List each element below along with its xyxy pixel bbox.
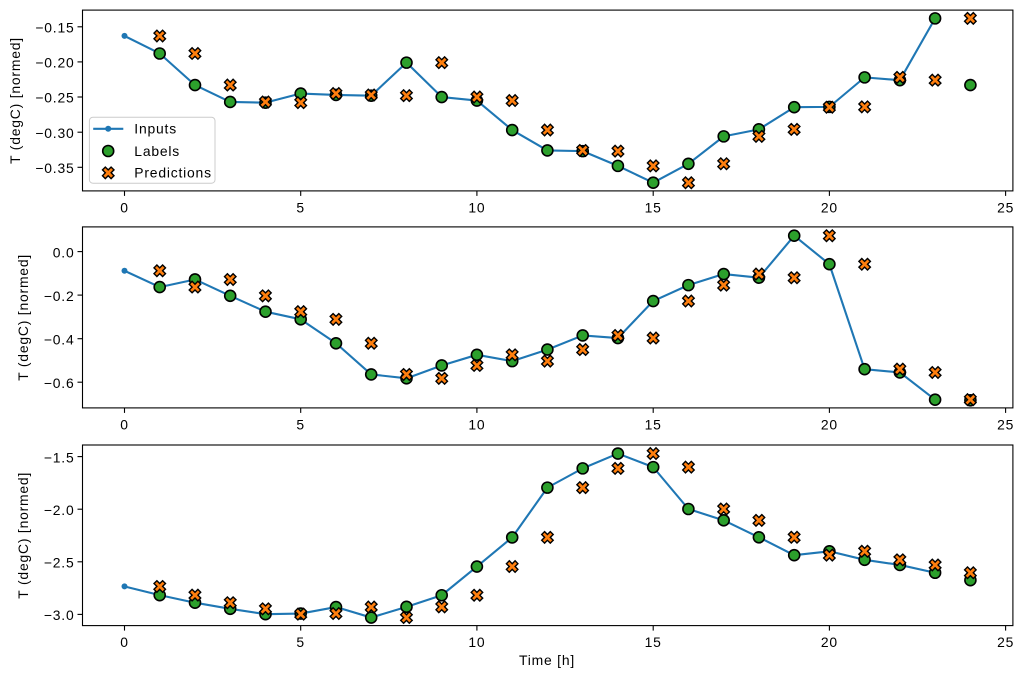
svg-text:T (degC) [normed]: T (degC) [normed] — [15, 472, 31, 599]
svg-text:−0.30: −0.30 — [35, 125, 74, 141]
svg-text:Labels: Labels — [134, 143, 180, 159]
svg-text:20: 20 — [821, 634, 838, 650]
svg-text:0: 0 — [120, 634, 129, 650]
svg-text:0: 0 — [120, 416, 129, 432]
svg-text:T (degC) [normed]: T (degC) [normed] — [7, 37, 23, 164]
svg-text:20: 20 — [821, 199, 838, 215]
svg-text:15: 15 — [645, 416, 662, 432]
svg-text:5: 5 — [296, 416, 305, 432]
svg-text:−0.35: −0.35 — [35, 160, 74, 176]
svg-text:−3.0: −3.0 — [44, 607, 75, 623]
svg-text:0.0: 0.0 — [53, 244, 75, 260]
svg-text:5: 5 — [296, 634, 305, 650]
svg-text:10: 10 — [468, 634, 485, 650]
svg-text:0: 0 — [120, 199, 129, 215]
svg-text:Time [h]: Time [h] — [519, 652, 575, 668]
svg-text:T (degC) [normed]: T (degC) [normed] — [15, 254, 31, 381]
svg-text:−0.4: −0.4 — [44, 331, 75, 347]
svg-text:15: 15 — [645, 634, 662, 650]
svg-text:−0.15: −0.15 — [35, 20, 74, 36]
svg-text:Inputs: Inputs — [134, 121, 177, 137]
svg-text:25: 25 — [997, 634, 1014, 650]
svg-text:15: 15 — [645, 199, 662, 215]
svg-text:10: 10 — [468, 416, 485, 432]
svg-text:−0.20: −0.20 — [35, 55, 74, 71]
svg-text:20: 20 — [821, 416, 838, 432]
svg-text:25: 25 — [997, 199, 1014, 215]
svg-text:−0.6: −0.6 — [44, 375, 75, 391]
svg-text:Predictions: Predictions — [134, 165, 212, 181]
svg-text:25: 25 — [997, 416, 1014, 432]
svg-text:−0.2: −0.2 — [44, 288, 75, 304]
svg-text:5: 5 — [296, 199, 305, 215]
svg-text:10: 10 — [468, 199, 485, 215]
svg-text:−2.0: −2.0 — [44, 502, 75, 518]
svg-text:−1.5: −1.5 — [44, 449, 75, 465]
svg-text:−2.5: −2.5 — [44, 555, 75, 571]
svg-text:−0.25: −0.25 — [35, 90, 74, 106]
